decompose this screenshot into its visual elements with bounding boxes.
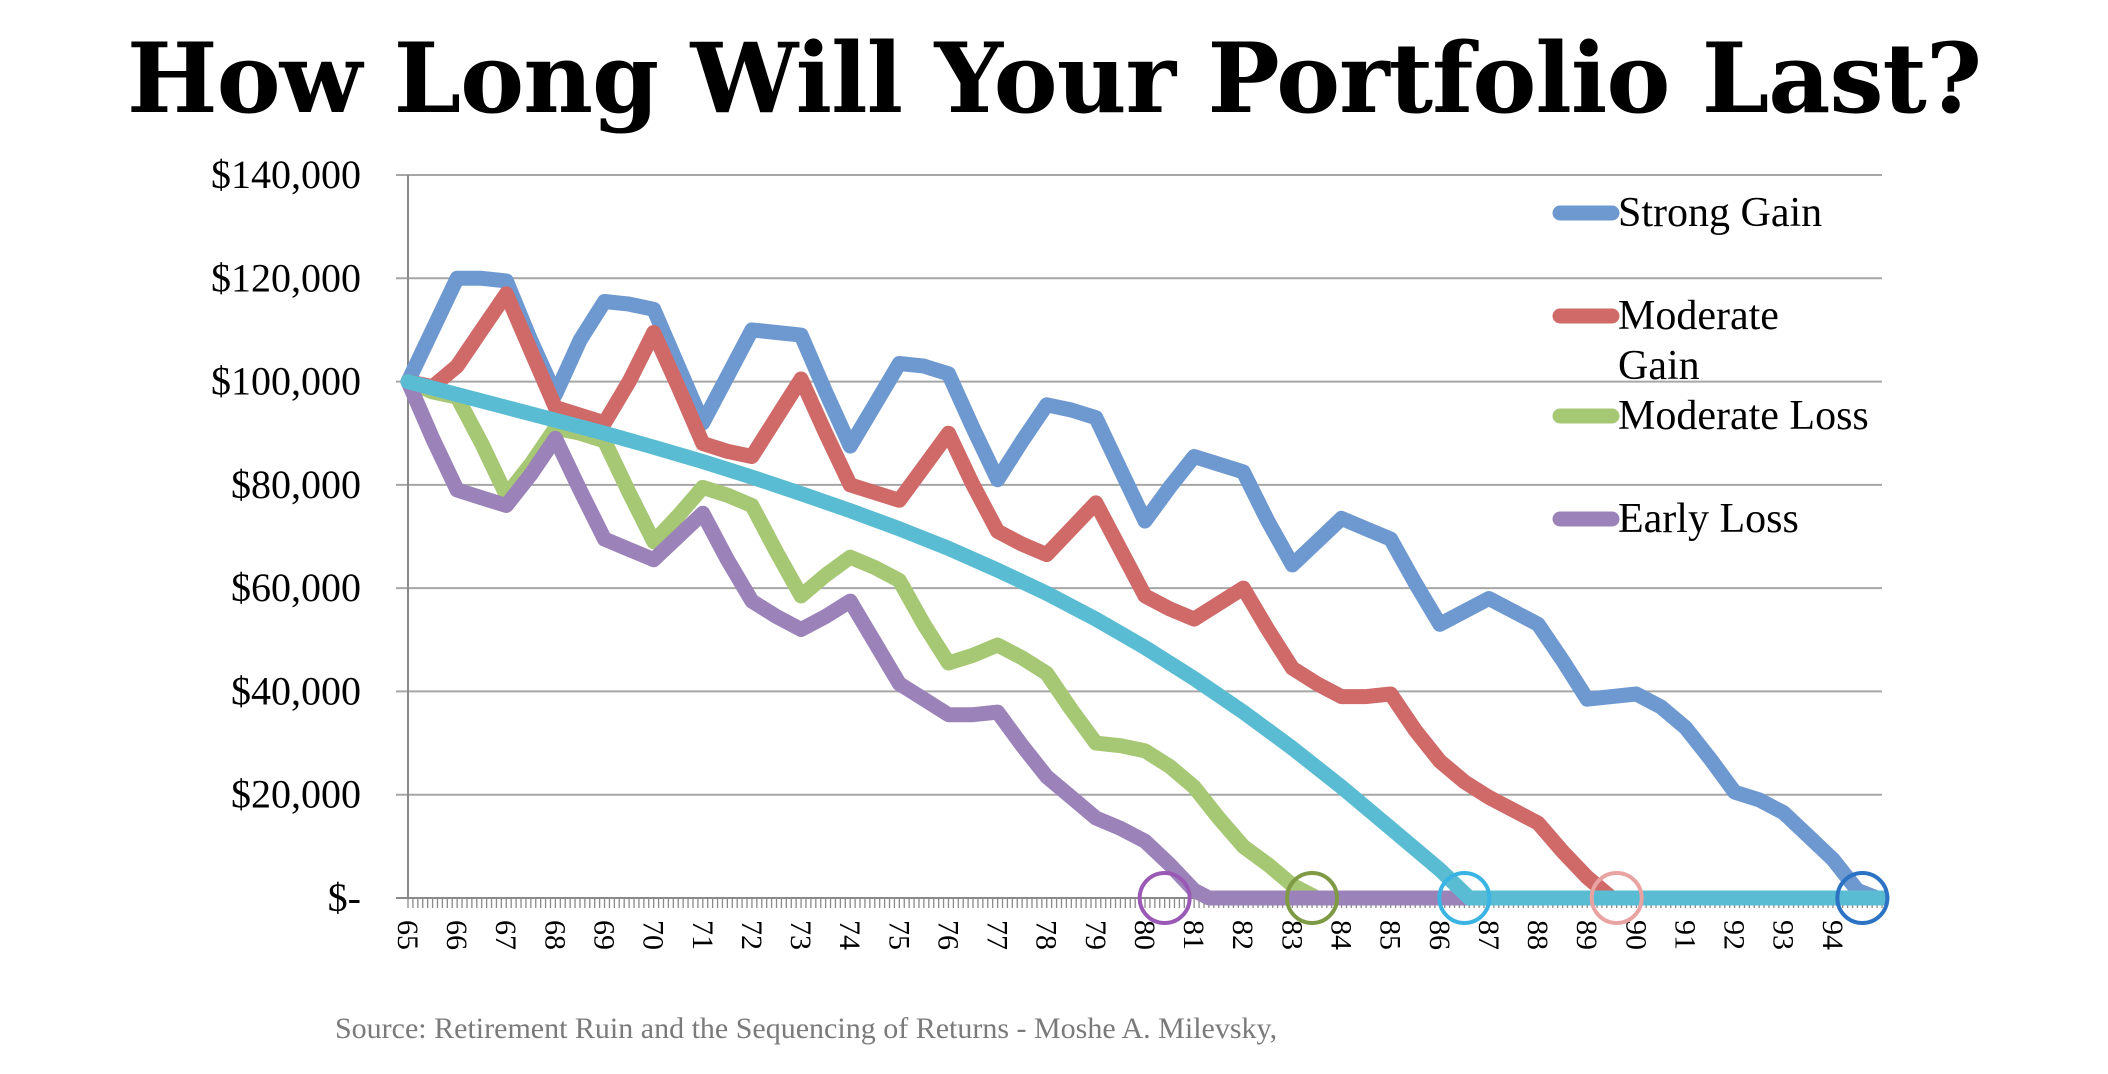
x-tick-label: 86: [1423, 920, 1456, 950]
x-tick-label: 79: [1079, 920, 1112, 950]
x-tick-label: 78: [1030, 920, 1063, 950]
y-tick-label: $40,000: [231, 668, 361, 713]
legend-label: Moderate: [1618, 293, 1779, 339]
y-tick-label: $100,000: [211, 359, 361, 404]
chart-title: How Long Will Your Portfolio Last?: [126, 22, 1982, 135]
depletion-marker: [1835, 871, 1890, 925]
x-tick-label: 73: [784, 920, 817, 950]
x-tick-label: 76: [931, 920, 964, 950]
x-tick-label: 83: [1275, 920, 1308, 950]
x-tick-label: 81: [1177, 920, 1210, 950]
x-tick-label: 74: [833, 920, 866, 950]
y-tick-label: $80,000: [231, 462, 361, 507]
series-line-strong-gain: [400, 270, 1890, 906]
x-tick-label: 93: [1767, 920, 1800, 950]
x-tick-label: 88: [1521, 920, 1554, 950]
x-tick-label: 87: [1472, 920, 1505, 950]
x-tick-label: 89: [1570, 920, 1603, 950]
y-axis: $140,000 $120,000 $100,000 $80,000 $60,000 $4…: [211, 152, 409, 920]
x-tick-label: 72: [735, 920, 768, 950]
series-line-baseline: [400, 374, 1890, 906]
x-tick-label: 80: [1128, 920, 1161, 950]
source-note: Source: Retirement Ruin and the Sequenci…: [335, 1012, 1278, 1045]
x-tick-label: 75: [882, 920, 915, 950]
x-tick-label: 92: [1718, 920, 1751, 950]
x-tick-label: 71: [686, 920, 719, 950]
y-tick-label: $20,000: [231, 772, 361, 817]
x-tick-label: 67: [489, 920, 522, 950]
depletion-marker: [1137, 871, 1192, 925]
y-tick-label: $140,000: [211, 152, 361, 197]
y-tick-label: $60,000: [231, 565, 361, 610]
x-tick-label: 69: [588, 920, 621, 950]
legend-label: Strong Gain: [1618, 190, 1822, 236]
x-tick-label: 84: [1325, 920, 1358, 950]
series-line-early-loss: [400, 374, 1890, 906]
legend-label: Gain: [1618, 343, 1700, 389]
depletion-marker: [1589, 871, 1644, 925]
x-tick-label: 77: [981, 920, 1014, 950]
x-tick-label: 90: [1619, 920, 1652, 950]
x-tick-label: 68: [538, 920, 571, 950]
legend-label: Moderate Loss: [1618, 393, 1869, 439]
y-tick-label: $-: [328, 875, 361, 920]
x-tick-label: 65: [391, 920, 424, 950]
legend-label: Early Loss: [1618, 496, 1799, 542]
y-tick-label: $120,000: [211, 255, 361, 300]
depletion-marker: [1285, 871, 1340, 925]
x-tick-label: 82: [1226, 920, 1259, 950]
end-markers: [1137, 871, 1890, 925]
x-tick-label: 70: [637, 920, 670, 950]
x-tick-label: 66: [440, 920, 473, 950]
x-tick-label: 94: [1816, 920, 1849, 950]
series-line-moderate-gain: [400, 286, 1890, 906]
x-axis: 65 66 67 68 69 70 71 72 73 74 75 76 77 78 79 80 81 82 83 84…: [391, 898, 1883, 950]
x-tick-label: 85: [1374, 920, 1407, 950]
depletion-marker: [1437, 871, 1492, 925]
x-tick-label: 91: [1668, 920, 1701, 950]
series-lines: [400, 270, 1890, 906]
